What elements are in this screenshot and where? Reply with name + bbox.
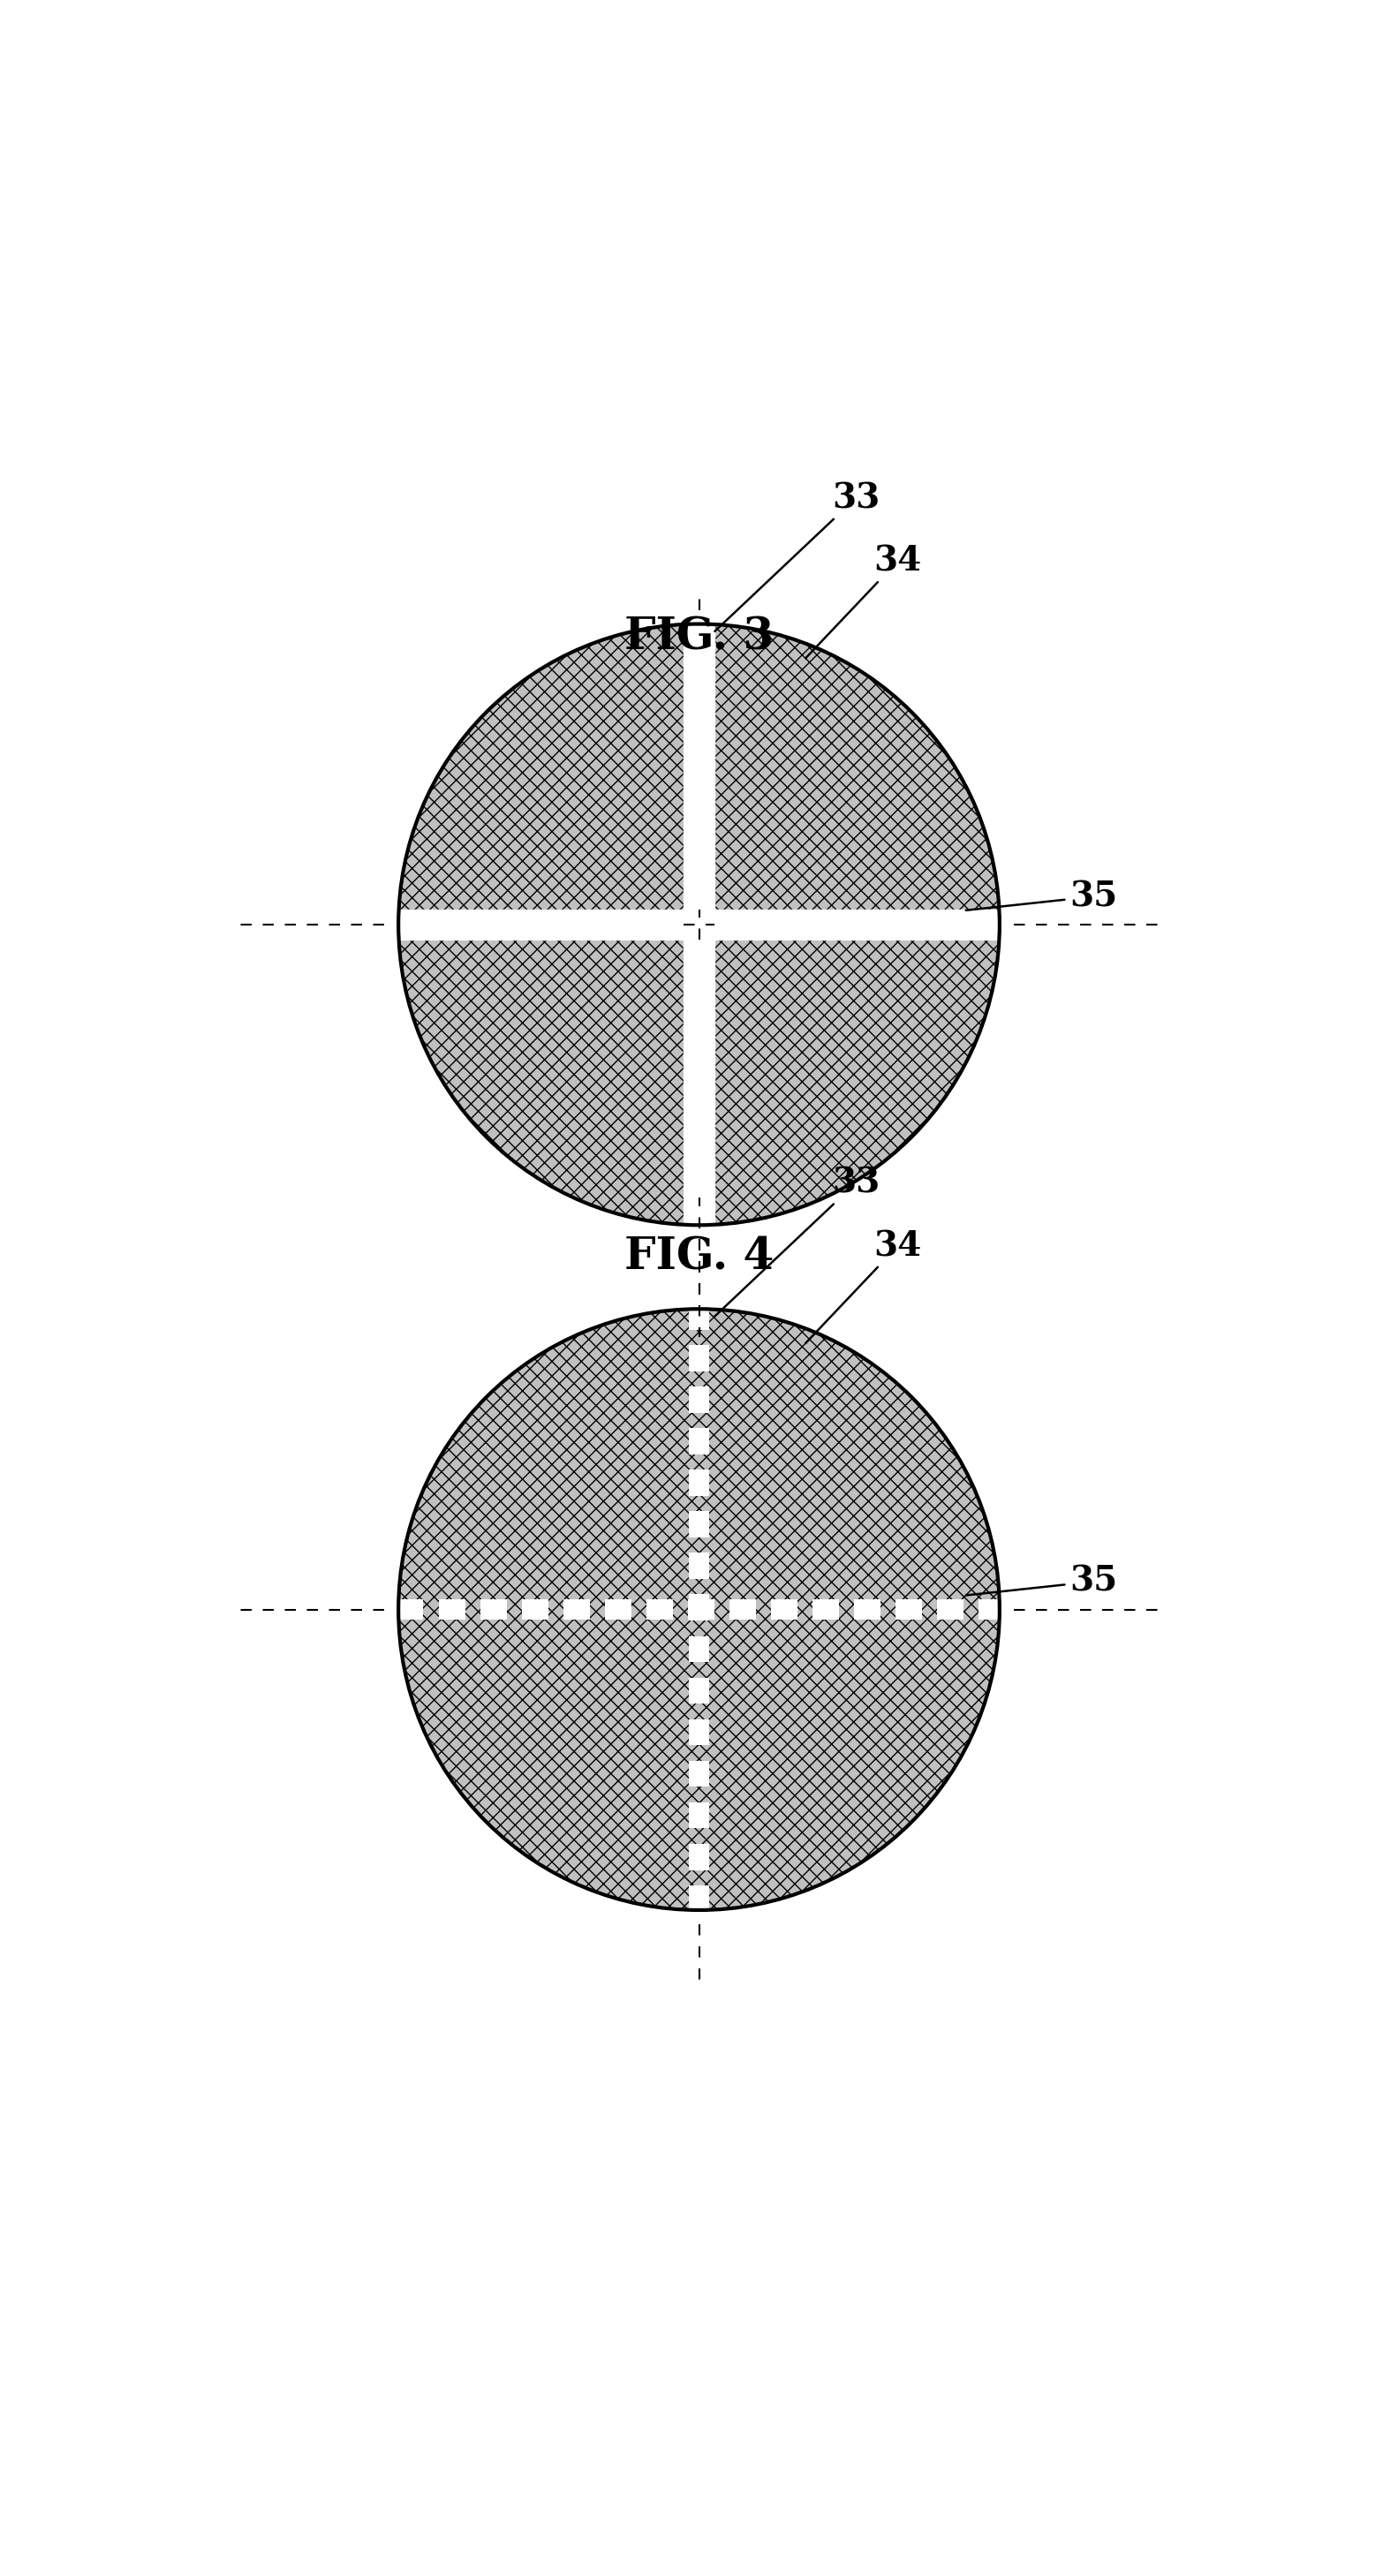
Bar	[689, 1303, 709, 1329]
Polygon shape	[714, 608, 1016, 909]
Bar	[646, 1600, 672, 1620]
Text: 33: 33	[714, 1167, 879, 1316]
Bar	[689, 1803, 709, 1829]
Polygon shape	[714, 940, 1016, 1242]
Text: 34: 34	[805, 544, 921, 659]
Polygon shape	[397, 1309, 1001, 1911]
Text: FIG. 4: FIG. 4	[625, 1236, 773, 1278]
Bar	[689, 1553, 709, 1579]
Bar	[439, 1600, 466, 1620]
Bar	[521, 1600, 548, 1620]
Text: 35: 35	[966, 1564, 1117, 1597]
Bar	[480, 1600, 506, 1620]
Bar	[689, 1345, 709, 1373]
Bar	[689, 1844, 709, 1870]
Bar	[689, 1636, 709, 1662]
Bar	[689, 1512, 709, 1538]
Bar	[812, 1600, 839, 1620]
Bar	[689, 1718, 709, 1747]
Bar	[689, 1595, 709, 1620]
Polygon shape	[382, 608, 684, 909]
Text: FIG. 3: FIG. 3	[625, 616, 773, 659]
Bar	[979, 1600, 1005, 1620]
Bar	[563, 1600, 590, 1620]
Text: 33: 33	[714, 482, 879, 631]
Text: 34: 34	[805, 1229, 921, 1342]
Bar	[684, 623, 714, 1226]
Bar	[397, 1600, 424, 1620]
Bar	[689, 1759, 709, 1788]
Bar	[689, 1886, 709, 1911]
Bar	[689, 1386, 709, 1414]
Bar	[730, 1600, 756, 1620]
Bar	[688, 1600, 714, 1620]
Bar	[770, 1600, 797, 1620]
Bar	[689, 1427, 709, 1455]
Bar	[398, 909, 1000, 940]
Bar	[937, 1600, 963, 1620]
Bar	[895, 1600, 921, 1620]
Bar	[689, 1677, 709, 1703]
Bar	[854, 1600, 881, 1620]
Bar	[689, 1471, 709, 1497]
Text: 35: 35	[966, 881, 1117, 914]
Bar	[604, 1600, 630, 1620]
Polygon shape	[382, 940, 684, 1242]
